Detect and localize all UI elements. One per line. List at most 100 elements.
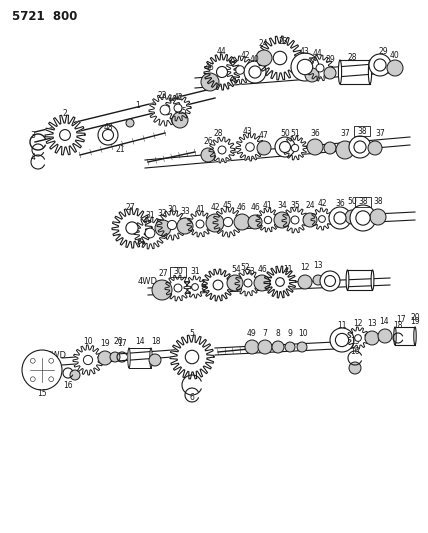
Circle shape [126, 222, 138, 234]
Circle shape [370, 209, 386, 225]
Ellipse shape [369, 60, 372, 84]
Text: 44: 44 [217, 47, 227, 56]
Text: 42: 42 [210, 204, 220, 213]
Text: 35: 35 [290, 200, 300, 209]
Circle shape [349, 362, 361, 374]
Text: 5: 5 [190, 328, 194, 337]
Text: 40: 40 [390, 51, 400, 60]
Polygon shape [311, 208, 333, 230]
Text: 22: 22 [157, 91, 167, 100]
Circle shape [213, 280, 223, 290]
Text: 13: 13 [367, 319, 377, 327]
Text: 4: 4 [30, 154, 36, 163]
Circle shape [256, 50, 272, 66]
Text: 5721  800: 5721 800 [12, 10, 77, 23]
Text: 39: 39 [325, 54, 335, 63]
Text: 16: 16 [63, 381, 73, 390]
Circle shape [324, 67, 336, 79]
Ellipse shape [339, 60, 342, 84]
Text: 38: 38 [373, 198, 383, 206]
Circle shape [313, 275, 323, 285]
Circle shape [145, 228, 155, 238]
Circle shape [174, 104, 182, 112]
Circle shape [298, 275, 312, 289]
Circle shape [185, 350, 199, 364]
Circle shape [155, 220, 171, 236]
Circle shape [174, 284, 182, 292]
Text: 48: 48 [103, 123, 113, 132]
Circle shape [206, 214, 224, 232]
Text: 9: 9 [288, 328, 292, 337]
Polygon shape [283, 136, 307, 160]
Text: 40: 40 [250, 54, 260, 63]
Circle shape [349, 136, 371, 158]
Bar [170, 267, 186, 277]
Circle shape [276, 278, 284, 286]
Circle shape [49, 358, 54, 363]
Circle shape [245, 340, 259, 354]
Circle shape [83, 356, 92, 365]
Text: 34: 34 [277, 200, 287, 209]
Text: 36: 36 [310, 128, 320, 138]
Text: 30: 30 [173, 268, 183, 277]
Circle shape [336, 334, 348, 346]
Text: 52: 52 [240, 263, 250, 272]
Circle shape [227, 275, 243, 291]
Circle shape [59, 130, 70, 140]
Text: 26: 26 [203, 138, 213, 147]
Text: 50: 50 [347, 198, 357, 206]
Polygon shape [112, 208, 152, 248]
Text: 43: 43 [300, 46, 310, 55]
Circle shape [354, 141, 366, 153]
Circle shape [257, 141, 271, 155]
Circle shape [316, 64, 324, 72]
Circle shape [223, 217, 232, 227]
Text: 28: 28 [213, 130, 223, 139]
Circle shape [334, 212, 346, 224]
Text: 47: 47 [307, 58, 317, 67]
Polygon shape [202, 269, 234, 301]
Polygon shape [73, 345, 103, 375]
Polygon shape [204, 54, 240, 90]
Circle shape [273, 51, 287, 64]
Text: 46: 46 [205, 63, 215, 72]
Text: 41: 41 [262, 200, 272, 209]
Text: 17: 17 [396, 316, 406, 325]
Circle shape [350, 205, 376, 231]
Circle shape [246, 143, 254, 151]
Text: 42: 42 [173, 93, 183, 102]
Circle shape [160, 105, 170, 115]
Circle shape [70, 370, 80, 380]
Circle shape [274, 212, 290, 228]
Text: 42: 42 [317, 199, 327, 208]
Text: 46: 46 [251, 203, 261, 212]
Text: 17: 17 [117, 338, 127, 348]
Polygon shape [170, 335, 214, 379]
Text: 31: 31 [190, 266, 200, 276]
Text: 4WD: 4WD [138, 278, 158, 287]
Text: 15: 15 [37, 389, 47, 398]
Circle shape [218, 146, 226, 154]
Circle shape [368, 141, 382, 155]
Polygon shape [45, 115, 85, 155]
Text: 18: 18 [151, 337, 161, 346]
Text: 2: 2 [62, 109, 67, 117]
Text: 32: 32 [157, 209, 167, 219]
Circle shape [98, 125, 118, 145]
Polygon shape [226, 56, 254, 84]
Text: 6: 6 [190, 393, 194, 402]
Polygon shape [264, 266, 296, 298]
Circle shape [305, 68, 319, 82]
Text: 42: 42 [240, 52, 250, 61]
Circle shape [297, 342, 307, 352]
Ellipse shape [414, 327, 416, 345]
Circle shape [329, 207, 351, 229]
Text: 38: 38 [357, 126, 367, 135]
Text: 19: 19 [100, 338, 110, 348]
Text: 19: 19 [410, 318, 420, 327]
Ellipse shape [371, 270, 374, 290]
Circle shape [324, 142, 336, 154]
Circle shape [30, 377, 35, 382]
Circle shape [291, 144, 299, 152]
Circle shape [279, 141, 291, 152]
